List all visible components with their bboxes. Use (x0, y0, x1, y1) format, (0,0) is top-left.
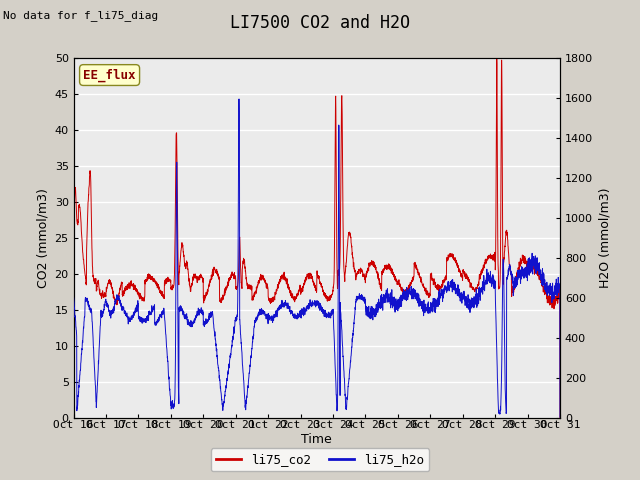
X-axis label: Time: Time (301, 433, 332, 446)
Legend: li75_co2, li75_h2o: li75_co2, li75_h2o (211, 448, 429, 471)
Text: EE_flux: EE_flux (83, 68, 136, 82)
Y-axis label: H2O (mmol/m3): H2O (mmol/m3) (598, 187, 612, 288)
Text: LI7500 CO2 and H2O: LI7500 CO2 and H2O (230, 14, 410, 33)
Text: No data for f_li75_diag: No data for f_li75_diag (3, 10, 159, 21)
Y-axis label: CO2 (mmol/m3): CO2 (mmol/m3) (36, 188, 49, 288)
